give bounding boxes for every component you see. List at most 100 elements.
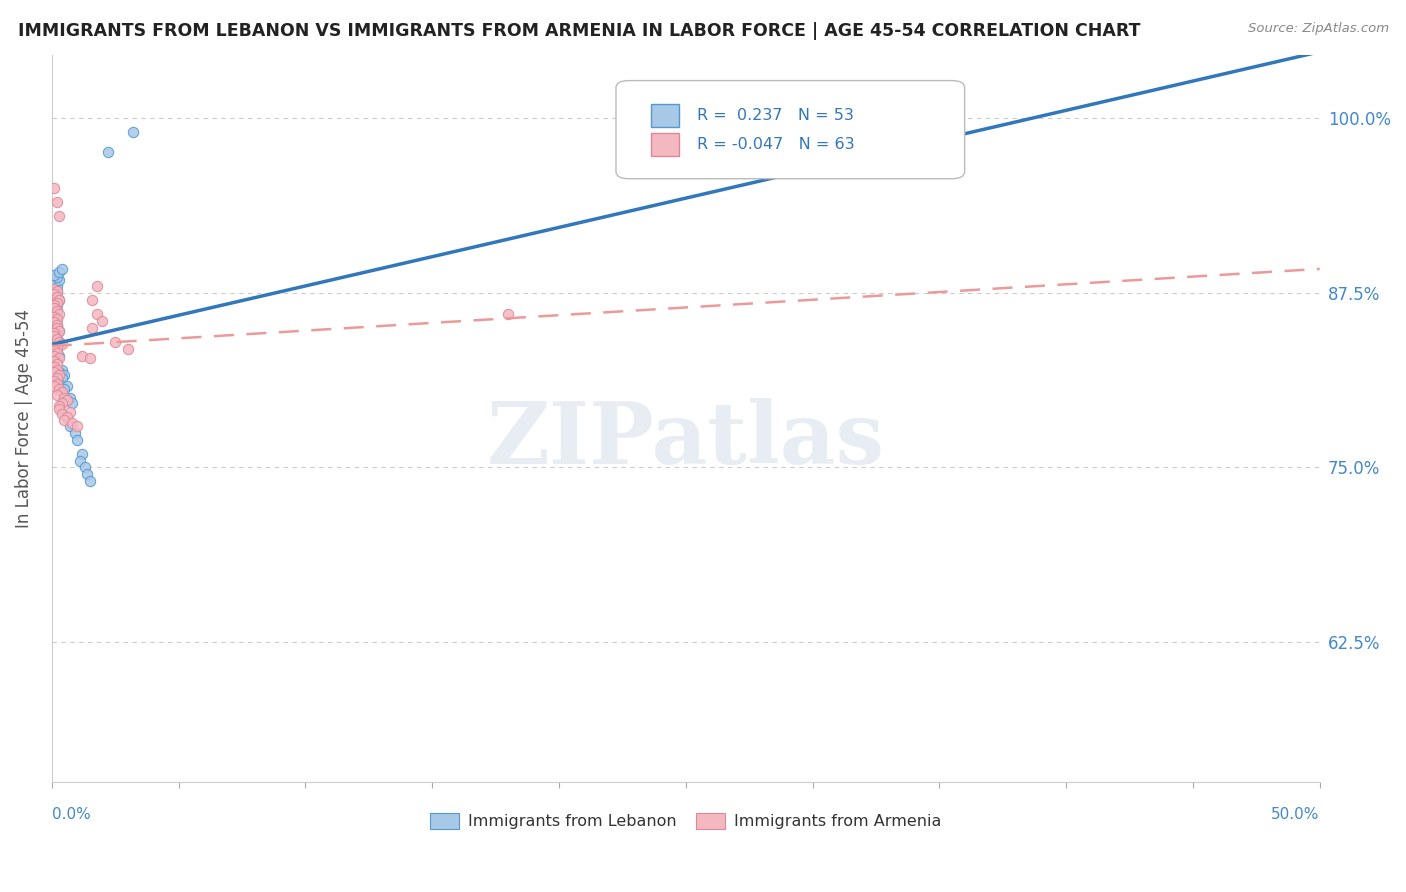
Point bbox=[69, 453, 91, 467]
Point bbox=[58, 404, 80, 418]
Point bbox=[44, 295, 66, 310]
Point bbox=[76, 467, 98, 482]
Point bbox=[48, 366, 70, 380]
Point bbox=[44, 282, 66, 296]
Point bbox=[58, 418, 80, 433]
Point bbox=[82, 293, 104, 307]
Point bbox=[44, 326, 66, 341]
Point bbox=[44, 359, 66, 374]
Point bbox=[86, 278, 108, 293]
Point bbox=[45, 337, 67, 351]
Point bbox=[91, 314, 114, 328]
Point bbox=[44, 298, 66, 312]
Point bbox=[51, 362, 73, 376]
Text: R =  0.237   N = 53: R = 0.237 N = 53 bbox=[697, 108, 853, 123]
Point bbox=[51, 337, 73, 351]
Point bbox=[48, 399, 70, 413]
Point bbox=[53, 413, 76, 427]
Point bbox=[51, 396, 73, 410]
Point bbox=[79, 351, 101, 366]
Point bbox=[51, 371, 73, 385]
Point bbox=[44, 301, 66, 315]
Point bbox=[82, 320, 104, 334]
Point bbox=[496, 307, 519, 321]
Point bbox=[51, 262, 73, 277]
Point bbox=[66, 418, 89, 433]
Point bbox=[45, 362, 67, 376]
Point bbox=[45, 278, 67, 293]
Point bbox=[44, 315, 66, 329]
Point bbox=[45, 295, 67, 310]
Point bbox=[70, 349, 93, 363]
Point bbox=[45, 318, 67, 332]
Point bbox=[60, 396, 83, 410]
Point bbox=[45, 285, 67, 299]
Point bbox=[45, 357, 67, 371]
Point bbox=[48, 401, 70, 416]
Point bbox=[44, 287, 66, 301]
Point bbox=[44, 374, 66, 388]
Point bbox=[53, 382, 76, 396]
Point bbox=[53, 391, 76, 405]
Point bbox=[44, 268, 66, 282]
Point bbox=[51, 408, 73, 422]
Point bbox=[44, 340, 66, 354]
Point bbox=[45, 270, 67, 285]
Point bbox=[48, 324, 70, 338]
Point bbox=[44, 307, 66, 321]
Point bbox=[45, 304, 67, 318]
Text: 0.0%: 0.0% bbox=[52, 807, 90, 822]
Point bbox=[44, 349, 66, 363]
Point bbox=[56, 393, 79, 408]
Point bbox=[44, 301, 66, 315]
Point bbox=[44, 379, 66, 393]
Point bbox=[45, 298, 67, 312]
Point bbox=[44, 366, 66, 380]
Point bbox=[48, 334, 70, 349]
Point bbox=[45, 312, 67, 326]
Point bbox=[852, 146, 875, 161]
Point bbox=[45, 332, 67, 346]
Point bbox=[45, 285, 67, 299]
Point bbox=[48, 324, 70, 338]
Point bbox=[60, 416, 83, 430]
Point bbox=[44, 287, 66, 301]
Point bbox=[48, 307, 70, 321]
Point bbox=[48, 376, 70, 391]
Point bbox=[45, 346, 67, 360]
Point bbox=[48, 209, 70, 223]
FancyBboxPatch shape bbox=[651, 133, 679, 156]
Point bbox=[53, 368, 76, 383]
Point bbox=[58, 391, 80, 405]
Point bbox=[44, 282, 66, 296]
Point bbox=[96, 145, 118, 159]
Point bbox=[48, 273, 70, 287]
Legend: Immigrants from Lebanon, Immigrants from Armenia: Immigrants from Lebanon, Immigrants from… bbox=[423, 807, 948, 836]
Point bbox=[44, 346, 66, 360]
Point bbox=[70, 446, 93, 460]
Point bbox=[48, 334, 70, 349]
Point bbox=[44, 329, 66, 343]
Point bbox=[122, 125, 145, 139]
Point bbox=[86, 307, 108, 321]
Point bbox=[45, 343, 67, 357]
Point bbox=[45, 312, 67, 326]
Point bbox=[48, 349, 70, 363]
Point bbox=[45, 318, 67, 332]
Point bbox=[45, 388, 67, 402]
Point bbox=[45, 304, 67, 318]
Point bbox=[63, 425, 86, 440]
Point bbox=[44, 354, 66, 368]
Point bbox=[45, 194, 67, 209]
Point bbox=[48, 265, 70, 279]
Point bbox=[45, 326, 67, 341]
Text: Source: ZipAtlas.com: Source: ZipAtlas.com bbox=[1249, 22, 1389, 36]
Point bbox=[48, 293, 70, 307]
FancyBboxPatch shape bbox=[616, 80, 965, 178]
Point bbox=[45, 376, 67, 391]
Point bbox=[117, 342, 139, 356]
Point bbox=[79, 475, 101, 489]
Point bbox=[44, 315, 66, 329]
FancyBboxPatch shape bbox=[651, 103, 679, 127]
Point bbox=[48, 368, 70, 383]
